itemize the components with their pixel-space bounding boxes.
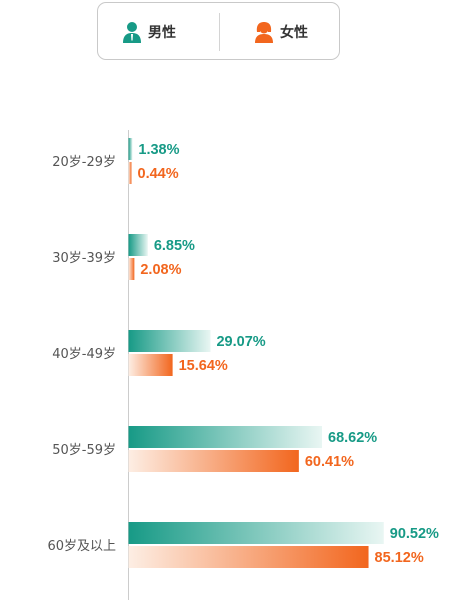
value-label-male: 6.85% [154,238,195,254]
value-label-male: 1.38% [138,142,179,158]
category-label: 40岁-49岁 [52,347,116,362]
bar-female [128,546,369,568]
bar-female [128,450,299,472]
category-label: 20岁-29岁 [52,155,116,170]
female-person-icon [255,22,273,43]
bar-male [128,234,148,256]
legend-label-female: 女性 [280,25,308,41]
bar-female [128,258,135,280]
value-label-female: 85.12% [375,550,424,566]
value-label-male: 68.62% [328,430,377,446]
male-person-icon [123,22,141,43]
legend-item-male[interactable]: 男性 [122,19,176,45]
legend-divider [219,13,220,51]
value-label-female: 15.64% [179,358,228,374]
legend-item-female[interactable]: 女性 [254,19,308,45]
legend-label-male: 男性 [148,25,176,41]
value-label-female: 2.08% [140,262,181,278]
bar-male [128,426,323,448]
value-label-male: 29.07% [216,334,265,350]
value-label-female: 0.44% [138,166,179,182]
category-label: 60岁及以上 [47,539,116,554]
bar-female [128,162,132,184]
value-label-female: 60.41% [305,454,354,470]
bar-female [128,354,173,376]
bar-male [128,138,133,160]
category-label: 30岁-39岁 [52,251,116,266]
value-label-male: 90.52% [390,526,439,542]
bar-male [128,330,211,352]
category-label: 50岁-59岁 [52,443,116,458]
bar-male [128,522,384,544]
legend: 男性 女性 [97,2,340,60]
